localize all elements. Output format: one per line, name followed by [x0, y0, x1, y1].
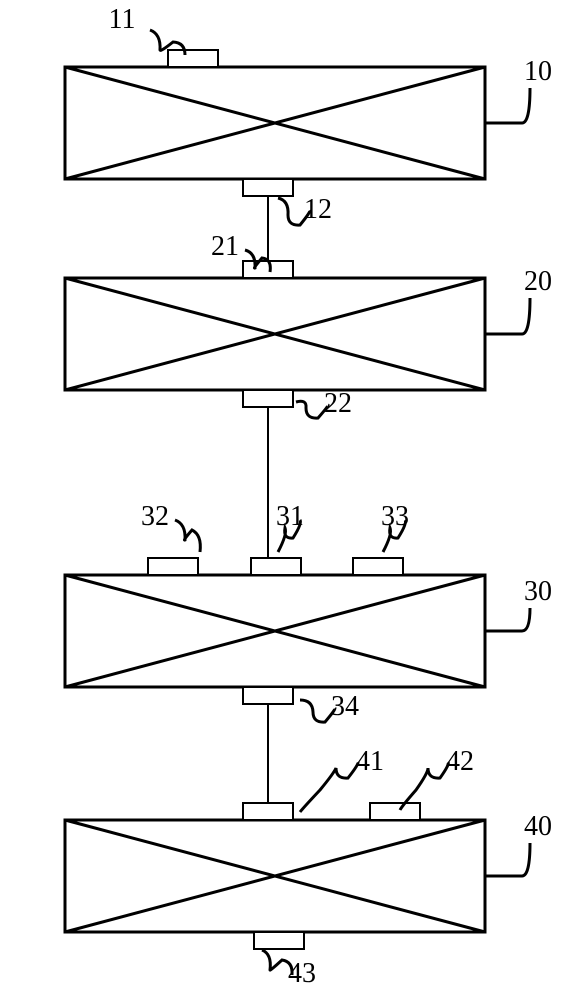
port-41: 41 — [243, 746, 384, 820]
box-label-20: 20 — [524, 266, 552, 297]
label-43: 43 — [288, 958, 316, 989]
label-42: 42 — [446, 746, 474, 777]
label-41: 41 — [356, 746, 384, 777]
box-label-40: 40 — [524, 811, 552, 842]
block-20 — [65, 278, 485, 390]
block-30 — [65, 575, 485, 687]
label-32: 32 — [141, 501, 169, 532]
box-leader-20 — [485, 298, 530, 334]
port-21: 21 — [211, 231, 293, 278]
box-label-10: 10 — [524, 56, 552, 87]
port-42: 42 — [370, 746, 474, 820]
box-leader-10 — [485, 88, 530, 123]
diagram-svg: 11 12 21 22 32 31 33 34 41 42 43 10 20 30 40 — [0, 0, 588, 1000]
label-11: 11 — [109, 4, 136, 35]
label-12: 12 — [304, 194, 332, 225]
port-12: 12 — [243, 179, 332, 225]
label-33: 33 — [381, 501, 409, 532]
label-31: 31 — [276, 501, 304, 532]
box-leader-40 — [485, 843, 530, 876]
port-43: 43 — [254, 932, 316, 989]
port-33: 33 — [353, 501, 409, 575]
block-10 — [65, 67, 485, 179]
leader-41 — [300, 762, 358, 812]
port-32: 32 — [141, 501, 200, 575]
box-label-30: 30 — [524, 576, 552, 607]
label-22: 22 — [324, 388, 352, 419]
leader-34 — [300, 700, 335, 722]
label-21: 21 — [211, 231, 239, 262]
port-22: 22 — [243, 388, 352, 419]
leader-32 — [175, 520, 200, 552]
port-34: 34 — [243, 687, 359, 722]
block-40 — [65, 820, 485, 932]
port-31: 31 — [251, 501, 304, 575]
box-leader-30 — [485, 608, 530, 631]
label-34: 34 — [331, 691, 359, 722]
port-11: 11 — [109, 4, 218, 67]
